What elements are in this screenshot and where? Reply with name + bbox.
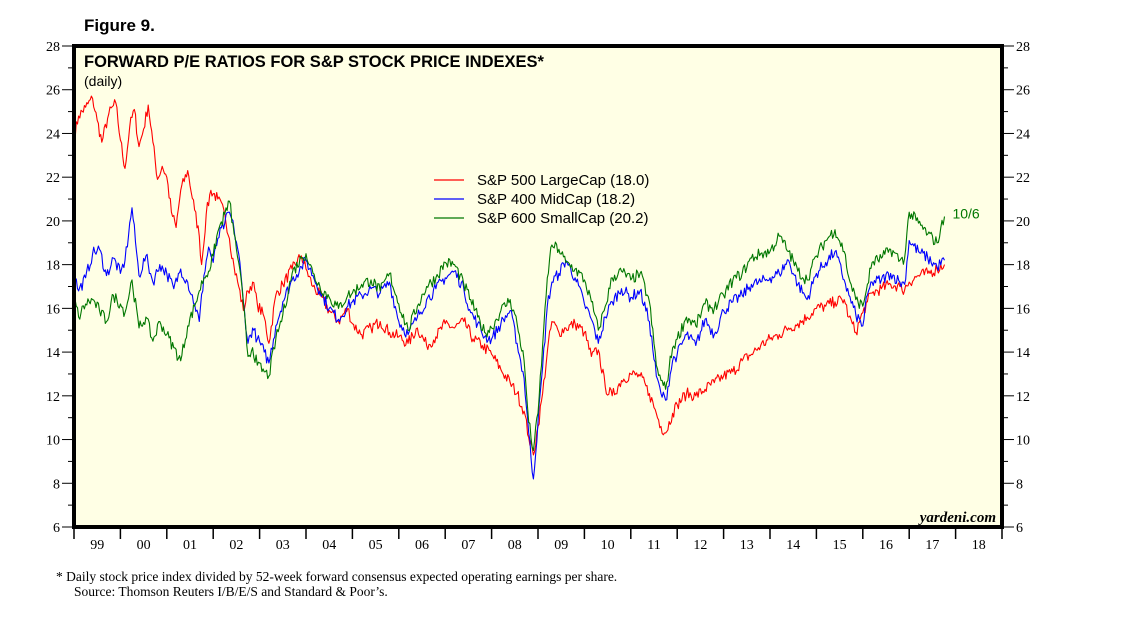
- figure-label: Figure 9.: [84, 16, 155, 35]
- legend-label: S&P 500 LargeCap (18.0): [477, 172, 649, 189]
- x-tick-label: 10: [601, 538, 615, 553]
- y-tick-label-left: 26: [46, 84, 60, 99]
- y-tick-label-left: 8: [53, 477, 60, 492]
- y-tick-label-left: 24: [46, 127, 60, 142]
- x-tick-label: 08: [508, 538, 522, 553]
- footnote-definition: * Daily stock price index divided by 52-…: [56, 569, 618, 584]
- x-tick-label: 07: [461, 538, 475, 553]
- x-axis: 99 00 01 02 03 04 05 06 07 08 09 10 11 12 13 14 15 16 17 18: [73, 527, 1003, 553]
- y-tick-label-right: 20: [1016, 215, 1030, 230]
- x-tick-label: 06: [415, 538, 429, 553]
- end-date-annotation: 10/6: [952, 206, 979, 222]
- x-tick-label: 15: [833, 538, 847, 553]
- y-axis-right: 6 8 10 12 14 16 18 20 22 24 26 28: [1002, 40, 1030, 536]
- legend-label: S&P 600 SmallCap (20.2): [477, 210, 648, 227]
- x-tick-label: 01: [183, 538, 197, 553]
- y-tick-label-left: 18: [46, 259, 60, 274]
- y-tick-label-right: 18: [1016, 259, 1030, 274]
- y-tick-label-left: 22: [46, 171, 60, 186]
- series-lines: [73, 95, 946, 480]
- x-tick-label: 13: [740, 538, 754, 553]
- x-tick-label: 09: [554, 538, 568, 553]
- x-tick-label: 03: [276, 538, 290, 553]
- footnote-source: Source: Thomson Reuters I/B/E/S and Stan…: [74, 584, 388, 599]
- legend: S&P 500 LargeCap (18.0) S&P 400 MidCap (1…: [434, 172, 649, 227]
- brand-watermark: yardeni.com: [918, 510, 996, 526]
- y-tick-label-left: 6: [53, 521, 60, 536]
- y-tick-label-right: 28: [1016, 40, 1030, 55]
- y-tick-label-right: 6: [1016, 521, 1023, 536]
- y-tick-label-right: 22: [1016, 171, 1030, 186]
- y-axis-left: 6 8 10 12 14 16 18 20 22 24 26 28: [46, 40, 74, 536]
- x-tick-label: 12: [693, 538, 707, 553]
- series-line-2: [73, 207, 945, 480]
- x-tick-label: 05: [369, 538, 383, 553]
- y-tick-label-right: 16: [1016, 302, 1030, 317]
- x-tick-label: 11: [647, 538, 660, 553]
- x-tick-label: 02: [229, 538, 243, 553]
- y-tick-label-right: 26: [1016, 84, 1030, 99]
- y-tick-label-right: 12: [1016, 390, 1030, 405]
- x-tick-label: 04: [322, 538, 336, 553]
- x-tick-label: 18: [972, 538, 986, 553]
- x-tick-label: 14: [786, 538, 800, 553]
- series-line-1: [73, 95, 946, 456]
- chart-title: FORWARD P/E RATIOS FOR S&P STOCK PRICE I…: [84, 53, 545, 71]
- legend-label: S&P 400 MidCap (18.2): [477, 191, 635, 208]
- y-tick-label-left: 28: [46, 40, 60, 55]
- x-tick-label: 16: [879, 538, 893, 553]
- x-tick-label: 17: [925, 538, 939, 553]
- y-tick-label-left: 14: [46, 346, 60, 361]
- y-tick-label-right: 10: [1016, 434, 1030, 449]
- y-tick-label-left: 16: [46, 302, 60, 317]
- x-tick-label: 99: [90, 538, 104, 553]
- plot-background: [74, 46, 1002, 527]
- y-tick-label-right: 8: [1016, 477, 1023, 492]
- y-tick-label-right: 14: [1016, 346, 1030, 361]
- y-tick-label-left: 12: [46, 390, 60, 405]
- y-tick-label-left: 20: [46, 215, 60, 230]
- y-tick-label-left: 10: [46, 434, 60, 449]
- x-tick-label: 00: [137, 538, 151, 553]
- chart-subtitle: (daily): [84, 73, 122, 89]
- series-line-3: [73, 200, 946, 452]
- y-tick-label-right: 24: [1016, 127, 1030, 142]
